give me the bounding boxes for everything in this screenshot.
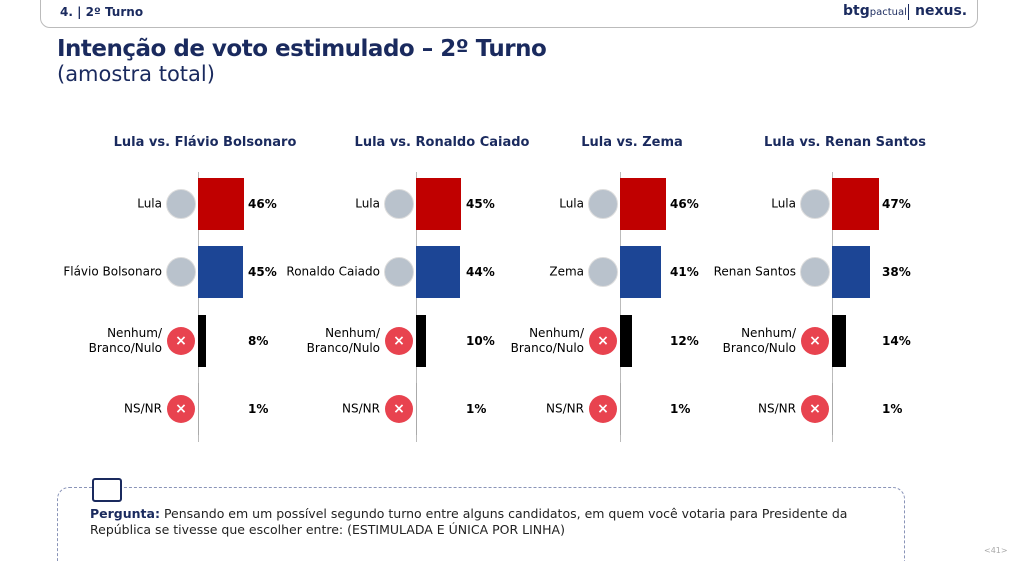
header-box — [40, 0, 978, 28]
candidate-photo — [800, 189, 830, 219]
logo-nexus: nexus. — [915, 3, 968, 19]
value-label: 14% — [882, 334, 911, 348]
candidate-photo — [384, 189, 414, 219]
axis-line — [198, 172, 199, 442]
value-label: 46% — [248, 197, 277, 211]
question-icon — [92, 478, 122, 502]
value-label: 45% — [248, 265, 277, 279]
value-label: 38% — [882, 265, 911, 279]
none-icon: × — [589, 395, 617, 423]
logo-divider — [908, 4, 909, 20]
candidate-photo — [588, 257, 618, 287]
category-label: NS/NR — [546, 401, 584, 416]
category-label: NS/NR — [124, 401, 162, 416]
bar — [832, 383, 833, 435]
logo-btg: btgpactual — [843, 3, 907, 19]
value-label: 1% — [670, 402, 691, 416]
candidate-photo — [800, 257, 830, 287]
bar — [620, 178, 666, 230]
candidate-photo — [588, 189, 618, 219]
category-label: NS/NR — [342, 401, 380, 416]
question: Pergunta: Pensando em um possível segund… — [90, 506, 900, 538]
bar — [198, 246, 243, 298]
none-icon: × — [167, 327, 195, 355]
bar — [620, 246, 661, 298]
bar — [198, 315, 206, 367]
value-label: 10% — [466, 334, 495, 348]
none-icon: × — [589, 327, 617, 355]
none-icon: × — [167, 395, 195, 423]
category-label: Zema — [549, 264, 584, 279]
question-label: Pergunta: — [90, 506, 160, 521]
bar — [620, 315, 632, 367]
bar — [416, 178, 461, 230]
category-label: NS/NR — [758, 401, 796, 416]
category-label: Flávio Bolsonaro — [63, 264, 162, 279]
title: Intenção de voto estimulado – 2º Turno — [57, 36, 547, 62]
category-label: Renan Santos — [713, 264, 796, 279]
category-label: Lula — [771, 196, 796, 211]
candidate-photo — [166, 257, 196, 287]
none-icon: × — [385, 395, 413, 423]
category-label: Lula — [355, 196, 380, 211]
none-icon: × — [801, 327, 829, 355]
logo-sub: pactual — [869, 7, 907, 18]
none-icon: × — [385, 327, 413, 355]
chart-title: Lula vs. Renan Santos — [764, 135, 926, 150]
chart-title: Lula vs. Zema — [581, 135, 683, 150]
bar — [832, 246, 870, 298]
value-label: 1% — [466, 402, 487, 416]
bar — [198, 178, 244, 230]
category-label: Nenhum/ Branco/Nulo — [510, 326, 584, 355]
category-label: Nenhum/ Branco/Nulo — [306, 326, 380, 355]
category-label: Ronaldo Caiado — [286, 264, 380, 279]
question-box — [57, 487, 905, 561]
category-label: Lula — [559, 196, 584, 211]
chart-title: Lula vs. Flávio Bolsonaro — [113, 135, 297, 150]
category-label: Nenhum/ Branco/Nulo — [88, 326, 162, 355]
bar — [832, 315, 846, 367]
value-label: 12% — [670, 334, 699, 348]
candidate-photo — [166, 189, 196, 219]
value-label: 1% — [248, 402, 269, 416]
bar — [198, 383, 199, 435]
logo-text: btg — [843, 3, 870, 19]
question-text: Pensando em um possível segundo turno en… — [90, 506, 848, 537]
category-label: Lula — [137, 196, 162, 211]
axis-line — [416, 172, 417, 442]
subtitle: (amostra total) — [57, 62, 215, 86]
value-label: 41% — [670, 265, 699, 279]
axis-line — [832, 172, 833, 442]
none-icon: × — [801, 395, 829, 423]
value-label: 1% — [882, 402, 903, 416]
bar — [416, 383, 417, 435]
bar — [832, 178, 879, 230]
bar — [620, 383, 621, 435]
value-label: 45% — [466, 197, 495, 211]
bar — [416, 315, 426, 367]
candidate-photo — [384, 257, 414, 287]
value-label: 46% — [670, 197, 699, 211]
page-number: <41> — [984, 546, 1008, 555]
value-label: 44% — [466, 265, 495, 279]
value-label: 8% — [248, 334, 269, 348]
category-label: Nenhum/ Branco/Nulo — [722, 326, 796, 355]
section-label: 4. | 2º Turno — [60, 5, 144, 19]
chart-title: Lula vs. Ronaldo Caiado — [354, 135, 530, 150]
bar — [416, 246, 460, 298]
value-label: 47% — [882, 197, 911, 211]
axis-line — [620, 172, 621, 442]
